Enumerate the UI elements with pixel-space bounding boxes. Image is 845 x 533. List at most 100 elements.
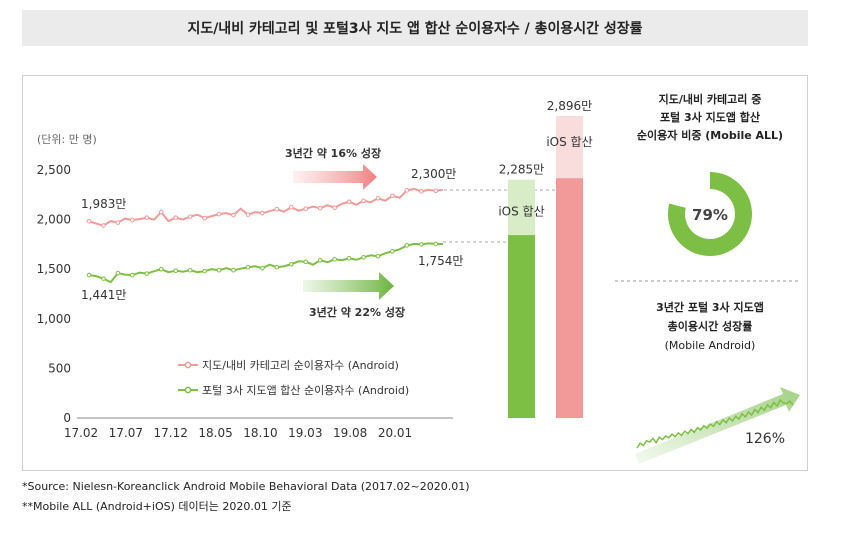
series-point bbox=[433, 241, 439, 247]
red-growth-arrow bbox=[293, 164, 377, 190]
series-point bbox=[332, 256, 337, 262]
chart-canvas: (단위: 만 명) 0 500 1,000 1,500 2,000 2,500 17.02… bbox=[37, 92, 801, 464]
footnote-basis: **Mobile ALL (Android+iOS) 데이터는 2020.01 … bbox=[22, 500, 292, 513]
series-point bbox=[231, 267, 236, 273]
x-tick-label: 17.02 bbox=[64, 426, 98, 440]
series-point bbox=[390, 193, 395, 199]
series-point bbox=[86, 218, 92, 224]
series-point bbox=[173, 268, 178, 273]
bar-ios-label: iOS 합산 bbox=[498, 205, 544, 219]
bar-total-label: 2,896만 bbox=[547, 99, 592, 113]
series-point bbox=[216, 211, 222, 217]
x-tick-label: 18.05 bbox=[198, 426, 232, 440]
series-point bbox=[101, 223, 106, 228]
x-tick-label: 19.03 bbox=[288, 426, 322, 440]
legend-portal: 포털 3사 지도앱 합산 순이용자수 (Android) bbox=[202, 384, 409, 397]
mini-title-line-2: 총이용시간 성장률 bbox=[668, 319, 753, 333]
series-point bbox=[158, 209, 164, 215]
series-point bbox=[202, 215, 207, 221]
donut-title-line-2: 포털 3사 지도앱 합산 bbox=[660, 110, 760, 124]
series-point bbox=[130, 272, 135, 278]
bar-android-segment bbox=[508, 235, 535, 418]
mini-growth-line bbox=[636, 398, 794, 449]
series-point bbox=[433, 188, 439, 194]
x-tick-label: 19.08 bbox=[333, 426, 367, 440]
series-point bbox=[346, 255, 352, 261]
y-tick-label: 2,000 bbox=[37, 213, 71, 227]
green-growth-arrow bbox=[303, 272, 394, 300]
donut-segment-portal bbox=[668, 172, 752, 256]
series-point bbox=[332, 205, 337, 210]
series-portal-end-label: 1,754만 bbox=[418, 254, 463, 268]
series-portal-line bbox=[88, 242, 444, 284]
series-point bbox=[404, 188, 410, 193]
series-map-nav-line bbox=[88, 187, 444, 227]
y-tick-label: 1,000 bbox=[37, 312, 71, 326]
series-point bbox=[274, 264, 280, 270]
mini-growth-label: 126% bbox=[745, 431, 785, 447]
series-point bbox=[260, 265, 265, 271]
series-point bbox=[115, 270, 121, 276]
series-point bbox=[202, 268, 207, 274]
series-map-nav-points bbox=[86, 188, 439, 228]
chart-title: 지도/내비 카테고리 및 포털3사 지도 앱 합산 순이용자수 / 총이용시간 … bbox=[22, 10, 808, 46]
y-tick-label: 0 bbox=[63, 411, 71, 425]
series-point bbox=[115, 220, 121, 225]
series-point bbox=[317, 257, 323, 263]
series-point bbox=[303, 259, 309, 265]
donut-segment-other bbox=[669, 172, 710, 208]
series-point bbox=[361, 254, 366, 260]
bar-ios-segment bbox=[508, 179, 535, 236]
series-point bbox=[144, 215, 150, 220]
series-map-nav-end-label: 2,300만 bbox=[411, 167, 456, 181]
series-point bbox=[419, 189, 424, 194]
donut-chart bbox=[668, 172, 752, 256]
footnote-source: *Source: Nielesn-Koreanclick Android Mob… bbox=[22, 480, 470, 493]
series-portal-start-label: 1,441만 bbox=[81, 288, 126, 302]
donut-title-line-3: 순이용자 비중 (Mobile ALL) bbox=[637, 128, 783, 142]
series-point bbox=[187, 267, 193, 273]
y-tick-label: 1,500 bbox=[37, 262, 71, 276]
series-point bbox=[260, 210, 265, 216]
unit-label: (단위: 만 명) bbox=[37, 133, 97, 146]
bar-ios-label: iOS 합산 bbox=[546, 135, 592, 149]
y-tick-label: 2,500 bbox=[37, 163, 71, 177]
series-point bbox=[130, 217, 135, 223]
series-point bbox=[317, 205, 323, 211]
chart-panel: (단위: 만 명) 0 500 1,000 1,500 2,000 2,500 17.02… bbox=[22, 75, 808, 471]
bar-total-label: 2,285만 bbox=[499, 163, 544, 177]
series-point bbox=[303, 206, 309, 211]
series-point bbox=[361, 198, 366, 204]
x-tick-label: 17.12 bbox=[154, 426, 188, 440]
y-axis-ticks: 0 500 1,000 1,500 2,000 2,500 bbox=[37, 163, 71, 425]
series-point bbox=[231, 212, 236, 218]
bar-android-segment bbox=[556, 178, 583, 418]
series-point bbox=[158, 266, 164, 272]
series-point bbox=[173, 215, 178, 220]
series-map-nav-start-label: 1,983만 bbox=[81, 197, 126, 211]
series-point bbox=[375, 195, 381, 201]
series-point bbox=[288, 261, 294, 267]
legend: 지도/내비 카테고리 순이용자수 (Android) 포털 3사 지도앱 합산 … bbox=[178, 359, 409, 397]
bar-ios-segment bbox=[556, 116, 583, 179]
series-point bbox=[404, 243, 410, 248]
series-point bbox=[375, 254, 381, 259]
series-point bbox=[419, 242, 424, 247]
series-point bbox=[187, 214, 193, 219]
red-growth-label: 3년간 약 16% 성장 bbox=[285, 146, 381, 160]
mini-title-line-1: 3년간 포털 3사 지도앱 bbox=[656, 300, 764, 314]
x-axis-ticks: 17.02 17.07 17.12 18.05 18.10 19.03 19.08 20.01 bbox=[64, 426, 412, 440]
legend-map-nav: 지도/내비 카테고리 순이용자수 (Android) bbox=[202, 359, 399, 372]
series-portal-points bbox=[86, 241, 439, 281]
series-point bbox=[245, 264, 251, 270]
series-point bbox=[288, 204, 294, 210]
series-point bbox=[245, 212, 251, 217]
series-point bbox=[390, 249, 395, 254]
y-tick-label: 500 bbox=[48, 361, 71, 375]
x-tick-label: 20.01 bbox=[378, 426, 412, 440]
series-point bbox=[346, 199, 352, 205]
series-point bbox=[274, 206, 280, 212]
x-tick-label: 17.07 bbox=[109, 426, 143, 440]
donut-value-label: 79% bbox=[692, 206, 728, 224]
